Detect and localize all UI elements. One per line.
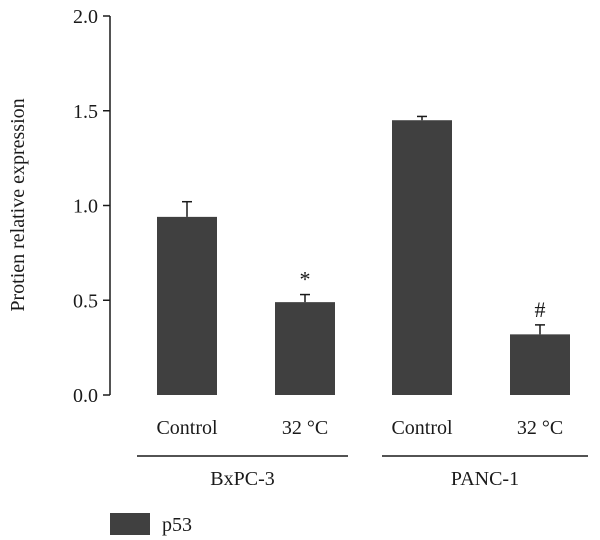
axes: 0.0 0.5 1.0 1.5 2.0 Control 32 °C Control 32 °C B… [73,6,588,490]
x-tick-label: 32 °C [517,417,563,439]
x-tick-label: Control [391,417,453,439]
y-tick-label: 2.0 [73,6,98,28]
y-tick-label: 1.0 [73,196,98,218]
y-tick-label: 0.0 [73,385,98,407]
significance-mark: * [300,267,311,292]
legend-label: p53 [162,514,192,536]
y-tick-label: 1.5 [73,101,98,123]
bars: *# [157,115,570,395]
group-label: PANC-1 [451,468,519,490]
legend-swatch [110,513,150,535]
y-axis-label: Protien relative expression [7,98,29,311]
group-label: BxPC-3 [210,468,274,490]
legend: p53 [110,513,192,536]
x-tick-label: 32 °C [282,417,328,439]
significance-mark: # [535,297,546,322]
bar [275,302,335,395]
bar [510,334,570,395]
y-tick-label: 0.5 [73,290,98,312]
bar [157,216,217,395]
bar [392,120,452,395]
x-tick-label: Control [156,417,218,439]
